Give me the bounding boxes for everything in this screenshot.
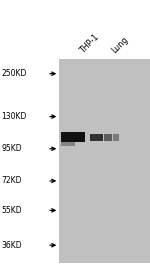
Bar: [59, 59, 150, 263]
Text: 55KD: 55KD: [2, 206, 22, 215]
Bar: [61, 141, 75, 146]
Text: 72KD: 72KD: [2, 176, 22, 185]
Text: 95KD: 95KD: [2, 144, 22, 153]
Text: 250KD: 250KD: [2, 69, 27, 78]
Bar: [113, 134, 119, 141]
Text: 130KD: 130KD: [2, 112, 27, 121]
Bar: [61, 132, 85, 140]
Text: THP-1: THP-1: [78, 32, 101, 55]
Bar: [90, 134, 103, 141]
Bar: [61, 133, 85, 142]
Text: Lung: Lung: [110, 35, 130, 55]
Text: 36KD: 36KD: [2, 241, 22, 250]
Bar: [61, 132, 85, 141]
Bar: [61, 132, 85, 141]
Bar: [61, 133, 85, 141]
Bar: [104, 134, 112, 141]
